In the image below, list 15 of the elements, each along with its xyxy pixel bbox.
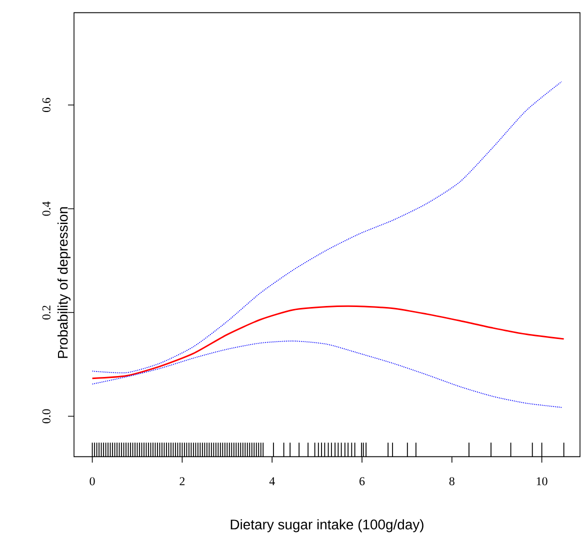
y-tick-label: 0.0 (42, 409, 50, 424)
line-series (92, 340, 562, 408)
x-tick-label: 10 (536, 477, 548, 486)
x-tick-label: 2 (180, 477, 185, 486)
y-tick-label: 0.6 (42, 98, 50, 112)
x-tick-label: 4 (269, 477, 275, 486)
y-tick-label: 0.2 (42, 306, 50, 320)
x-tick-label: 0 (90, 477, 95, 486)
y-axis-title: Probability of depression (57, 207, 70, 358)
x-axis-title: Dietary sugar intake (100g/day) (230, 519, 424, 532)
y-tick-label: 0.4 (42, 201, 50, 216)
line-series (92, 305, 565, 380)
x-tick-label: 6 (360, 477, 365, 486)
x-tick-label: 8 (449, 477, 454, 486)
line-series (92, 81, 562, 374)
